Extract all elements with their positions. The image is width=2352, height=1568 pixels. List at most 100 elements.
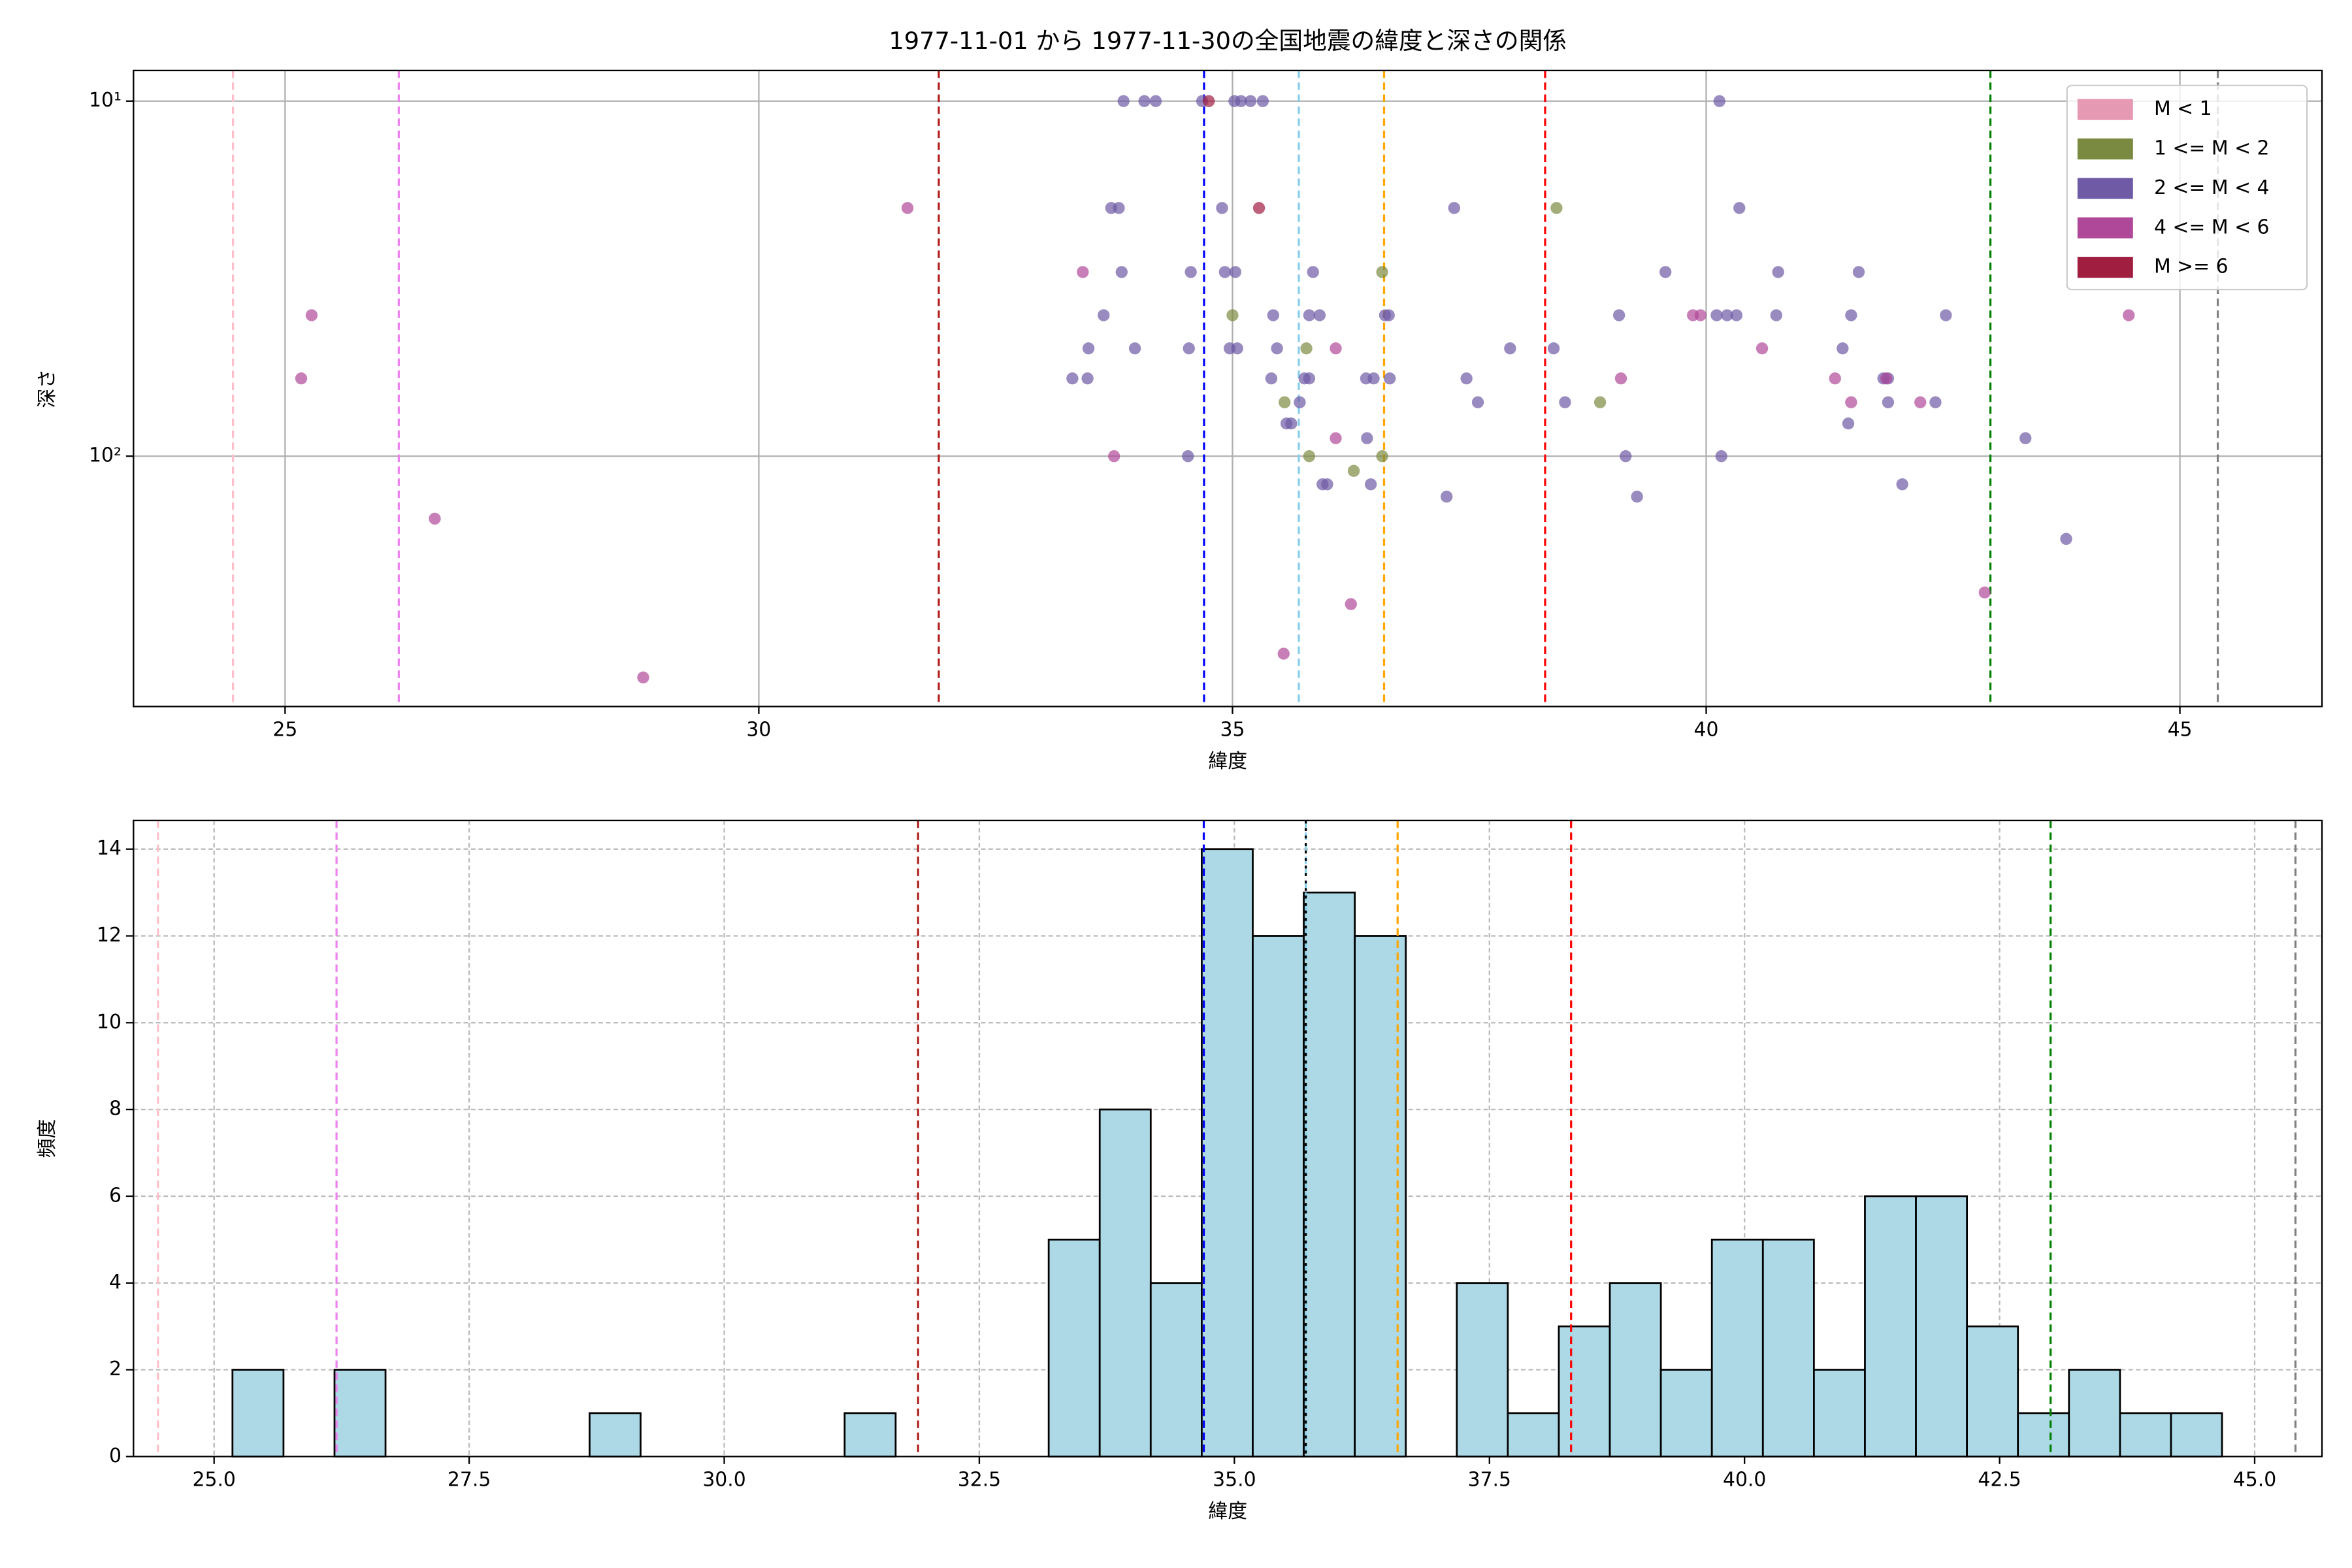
point bbox=[1845, 309, 1857, 321]
point bbox=[1710, 309, 1723, 321]
bar bbox=[1659, 1369, 1713, 1458]
y-tick-label: 10² bbox=[89, 444, 122, 467]
point bbox=[1285, 417, 1298, 430]
x-tick-label: 37.5 bbox=[1468, 1469, 1511, 1492]
bar bbox=[1558, 1325, 1611, 1458]
bar bbox=[1609, 1282, 1662, 1458]
bar bbox=[1864, 1195, 1917, 1458]
point bbox=[1330, 342, 1342, 355]
bar bbox=[1710, 1238, 1764, 1458]
point bbox=[1108, 450, 1120, 463]
x-tick-label: 25.0 bbox=[192, 1469, 235, 1492]
point bbox=[1659, 266, 1672, 278]
point bbox=[1929, 396, 1942, 408]
legend-swatch bbox=[2077, 99, 2133, 120]
bar bbox=[1966, 1325, 2019, 1458]
point bbox=[1376, 266, 1388, 278]
point bbox=[1733, 202, 1746, 214]
point bbox=[1235, 95, 1247, 107]
point bbox=[1231, 342, 1243, 355]
bar bbox=[1047, 1238, 1101, 1458]
point bbox=[1117, 95, 1130, 107]
point bbox=[1441, 490, 1453, 503]
point bbox=[1770, 309, 1783, 321]
y-axis-label: 深さ bbox=[36, 369, 59, 408]
point bbox=[1345, 598, 1357, 610]
bar bbox=[1252, 935, 1305, 1458]
point bbox=[1721, 309, 1733, 321]
x-axis-label: 緯度 bbox=[1208, 1500, 1247, 1523]
legend-label: 1 <= M < 2 bbox=[2154, 137, 2270, 159]
point bbox=[1940, 309, 1952, 321]
point bbox=[1559, 396, 1571, 408]
point bbox=[1265, 372, 1278, 385]
point bbox=[1364, 478, 1377, 491]
point bbox=[1066, 372, 1079, 385]
point bbox=[2060, 532, 2072, 546]
legend-swatch bbox=[2077, 138, 2133, 160]
bar bbox=[1507, 1412, 1560, 1458]
y-tick-label: 6 bbox=[109, 1184, 122, 1207]
point bbox=[1880, 372, 1893, 385]
bar bbox=[1915, 1195, 1968, 1458]
point bbox=[1082, 342, 1095, 355]
point bbox=[1138, 95, 1151, 107]
y-tick-label: 12 bbox=[97, 924, 122, 947]
x-tick-label: 40 bbox=[1694, 719, 1719, 742]
point bbox=[1218, 266, 1232, 278]
point bbox=[1829, 372, 1841, 385]
point bbox=[1300, 342, 1313, 355]
bar bbox=[2170, 1412, 2223, 1458]
point bbox=[1631, 490, 1643, 503]
plot-frame bbox=[133, 819, 2323, 1458]
point bbox=[1896, 478, 1908, 491]
y-tick-label: 10¹ bbox=[89, 89, 122, 112]
point bbox=[1226, 309, 1239, 321]
x-tick-label: 32.5 bbox=[958, 1469, 1001, 1492]
legend-label: 2 <= M < 4 bbox=[2154, 176, 2270, 199]
y-axis-label: 頻度 bbox=[36, 1119, 59, 1158]
bar bbox=[333, 1369, 387, 1458]
point bbox=[1321, 478, 1333, 491]
point bbox=[1271, 342, 1283, 355]
bar bbox=[1149, 1282, 1203, 1458]
point bbox=[1149, 95, 1162, 107]
point bbox=[1550, 202, 1563, 214]
point bbox=[1128, 342, 1141, 355]
legend-label: M < 1 bbox=[2154, 97, 2212, 120]
legend-box bbox=[2066, 84, 2308, 291]
point bbox=[1361, 432, 1373, 444]
point bbox=[1294, 396, 1306, 408]
bar bbox=[843, 1412, 897, 1458]
point bbox=[1694, 309, 1707, 321]
y-tick-label: 0 bbox=[109, 1445, 122, 1467]
point bbox=[1330, 432, 1342, 444]
legend-swatch bbox=[2077, 257, 2133, 278]
plot-frame bbox=[133, 69, 2323, 708]
point bbox=[295, 372, 308, 385]
point bbox=[1448, 202, 1460, 214]
bar bbox=[589, 1412, 642, 1458]
bar bbox=[2017, 1412, 2070, 1458]
bar bbox=[1201, 848, 1254, 1458]
x-tick-label: 30.0 bbox=[702, 1469, 745, 1492]
point bbox=[1756, 342, 1769, 355]
bar bbox=[1813, 1369, 1866, 1458]
point bbox=[1303, 450, 1316, 463]
x-tick-label: 30 bbox=[746, 719, 771, 742]
point bbox=[1593, 396, 1607, 408]
point bbox=[1730, 309, 1743, 321]
bar bbox=[1761, 1238, 1815, 1458]
bar bbox=[231, 1369, 285, 1458]
point bbox=[1347, 465, 1360, 477]
x-tick-label: 25 bbox=[272, 719, 297, 742]
point bbox=[901, 202, 914, 214]
point bbox=[1845, 396, 1857, 408]
point bbox=[1216, 202, 1228, 214]
point bbox=[1367, 372, 1380, 385]
point bbox=[1303, 372, 1316, 385]
point bbox=[1184, 266, 1197, 278]
bar bbox=[1303, 891, 1356, 1458]
x-tick-label: 40.0 bbox=[1723, 1469, 1766, 1492]
